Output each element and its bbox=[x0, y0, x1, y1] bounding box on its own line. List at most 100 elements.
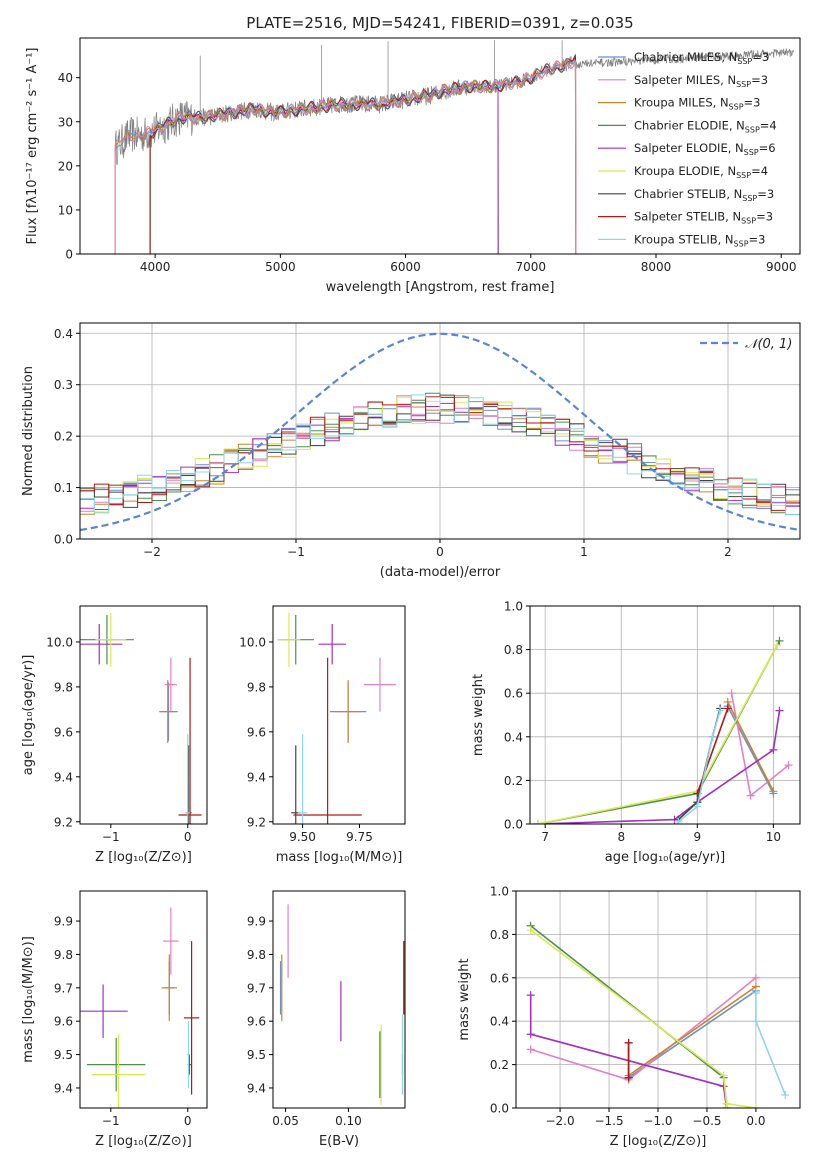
legend-label-kroupa-elodie: Kroupa ELODIE, NSSP=4 bbox=[634, 164, 768, 180]
weight-marker-kroupa-stelib bbox=[693, 802, 702, 811]
y-tick-label: 0.2 bbox=[490, 1058, 509, 1072]
legend: Chabrier MILES, NSSP=3 Salpeter MILES, NS… bbox=[598, 50, 777, 248]
errorbar-salpeter-elodie bbox=[318, 623, 346, 665]
plot-area bbox=[533, 636, 793, 824]
x-tick-label: −1 bbox=[102, 830, 120, 844]
panel-mass_vs_Z: −1 0 9.4 9.5 9.6 9.7 9.8 9.9 Z [log₁₀(Z/Z⊙)] mass… bbox=[21, 890, 208, 1149]
y-tick-label: 9.6 bbox=[247, 1015, 266, 1029]
y-tick-label: 9.6 bbox=[54, 1015, 73, 1029]
y-axis-label: mass weight bbox=[471, 674, 486, 756]
y-tick-label: 0.3 bbox=[54, 378, 73, 392]
x-tick-label: 0 bbox=[436, 545, 444, 559]
legend-label-salpeter-stelib: Salpeter STELIB, NSSP=3 bbox=[634, 210, 773, 226]
plot-area bbox=[526, 921, 790, 1108]
weight-marker-salpeter-miles bbox=[784, 761, 793, 770]
y-tick-label: 9.9 bbox=[54, 915, 73, 929]
x-tick-label: 6000 bbox=[390, 260, 421, 274]
y-tick-label: 9.9 bbox=[247, 915, 266, 929]
x-tick-label: 0 bbox=[184, 1114, 192, 1128]
errorbar-salpeter-stelib bbox=[183, 941, 200, 1095]
errorbar-kroupa-elodie bbox=[91, 1034, 146, 1108]
weight-line-kroupa-stelib bbox=[677, 710, 721, 823]
errorbar-kroupa-miles bbox=[161, 954, 177, 1022]
weight-marker-salpeter-miles bbox=[746, 791, 755, 800]
y-tick-label: 9.6 bbox=[247, 725, 266, 739]
histogram-salpeter-stelib bbox=[80, 396, 800, 539]
y-tick-label: 30 bbox=[58, 115, 73, 129]
y-tick-label: 9.8 bbox=[54, 680, 73, 694]
weight-marker-chabrier-elodie bbox=[775, 636, 784, 645]
weight-marker-kroupa-stelib bbox=[674, 817, 683, 824]
y-tick-label: 9.7 bbox=[247, 981, 266, 995]
weight-line-kroupa-stelib bbox=[755, 993, 787, 1096]
y-tick-label: 10.0 bbox=[46, 635, 73, 649]
axes-frame bbox=[272, 605, 406, 825]
weight-marker-kroupa-elodie bbox=[526, 926, 535, 935]
legend-label-kroupa-miles: Kroupa MILES, NSSP=3 bbox=[634, 96, 760, 112]
weight-marker-kroupa-stelib bbox=[716, 706, 725, 715]
weight-marker-salpeter-stelib bbox=[723, 704, 732, 713]
axes-frame bbox=[272, 890, 406, 1109]
x-axis-label: Z [log₁₀(Z/Z⊙)] bbox=[610, 1134, 707, 1149]
y-tick-label: 1.0 bbox=[490, 885, 509, 899]
x-tick-label: −2 bbox=[143, 545, 161, 559]
y-tick-label: 0.6 bbox=[490, 971, 509, 985]
y-tick-label: 9.8 bbox=[247, 948, 266, 962]
x-tick-label: −1.5 bbox=[594, 1114, 623, 1128]
weight-marker-kroupa-stelib bbox=[708, 732, 717, 741]
y-tick-label: 0.0 bbox=[504, 818, 523, 832]
axes-frame bbox=[79, 605, 208, 825]
y-tick-label: 10.0 bbox=[239, 635, 266, 649]
x-tick-label: 9.75 bbox=[346, 830, 373, 844]
x-tick-label: −0.5 bbox=[692, 1114, 721, 1128]
plot-area bbox=[80, 907, 200, 1108]
weight-marker-salpeter-elodie bbox=[526, 991, 535, 1000]
weight-marker-salpeter-miles bbox=[526, 1045, 535, 1054]
legend-label-kroupa-stelib: Kroupa STELIB, NSSP=3 bbox=[634, 232, 765, 248]
errorbar-kroupa-stelib bbox=[185, 734, 191, 824]
y-tick-label: 9.8 bbox=[247, 680, 266, 694]
weight-line-salpeter-elodie bbox=[537, 710, 781, 824]
weight-line-kroupa-miles bbox=[628, 985, 757, 1077]
axes-frame bbox=[529, 605, 801, 825]
weight-line-salpeter-stelib bbox=[696, 708, 729, 794]
y-tick-label: 0.4 bbox=[490, 1015, 509, 1029]
y-axis-label: Normed distribution bbox=[21, 366, 36, 496]
x-tick-label: 8000 bbox=[641, 260, 672, 274]
plot-area bbox=[277, 612, 396, 824]
model-salpeter-miles-line bbox=[114, 60, 577, 254]
y-tick-label: 1.0 bbox=[504, 600, 523, 614]
model-chabrier-stelib-line bbox=[149, 53, 577, 254]
x-tick-label: 5000 bbox=[265, 260, 296, 274]
y-tick-label: 9.4 bbox=[54, 770, 73, 784]
y-tick-label: 0.2 bbox=[54, 430, 73, 444]
y-tick-label: 0.0 bbox=[54, 533, 73, 547]
model-chabrier-miles-line bbox=[114, 58, 577, 254]
errorbar-kroupa-stelib bbox=[298, 734, 308, 824]
weight-marker-salpeter-elodie bbox=[719, 1082, 728, 1091]
y-tick-label: 20 bbox=[58, 159, 73, 173]
x-tick-label: 9.50 bbox=[289, 830, 316, 844]
y-tick-label: 0 bbox=[65, 248, 73, 262]
y-tick-label: 0.4 bbox=[54, 327, 73, 341]
errorbar-salpeter-miles bbox=[164, 657, 177, 712]
weight-marker-kroupa-elodie bbox=[719, 1071, 728, 1080]
y-axis-label: Flux [fλ10⁻¹⁷ erg cm⁻² s⁻¹ A⁻¹] bbox=[25, 48, 40, 245]
x-axis-label: (data-model)/error bbox=[380, 565, 501, 580]
y-tick-label: 10 bbox=[58, 203, 73, 217]
weight-marker-salpeter-elodie bbox=[769, 745, 778, 754]
axes-frame bbox=[79, 890, 208, 1109]
legend-label-chabrier-miles: Chabrier MILES, NSSP=3 bbox=[634, 50, 769, 66]
weight-marker-kroupa-stelib bbox=[751, 1017, 760, 1026]
x-tick-label: 8 bbox=[617, 830, 625, 844]
legend-label-salpeter-miles: Salpeter MILES, NSSP=3 bbox=[634, 73, 768, 89]
x-axis-label: age [log₁₀(age/yr)] bbox=[605, 850, 726, 865]
x-axis-label: Z [log₁₀(Z/Z⊙)] bbox=[95, 850, 192, 865]
legend-label-normal: 𝒩(0, 1) bbox=[745, 337, 792, 352]
panel-residuals: −2 −1 0 1 2 0.0 0.1 0.2 0.3 0.4 (data-model)/error… bbox=[21, 322, 801, 580]
weight-marker-kroupa-elodie bbox=[751, 1104, 760, 1108]
x-tick-label: 7 bbox=[541, 830, 549, 844]
histogram-kroupa-stelib bbox=[80, 394, 800, 539]
x-tick-label: 9000 bbox=[766, 260, 797, 274]
